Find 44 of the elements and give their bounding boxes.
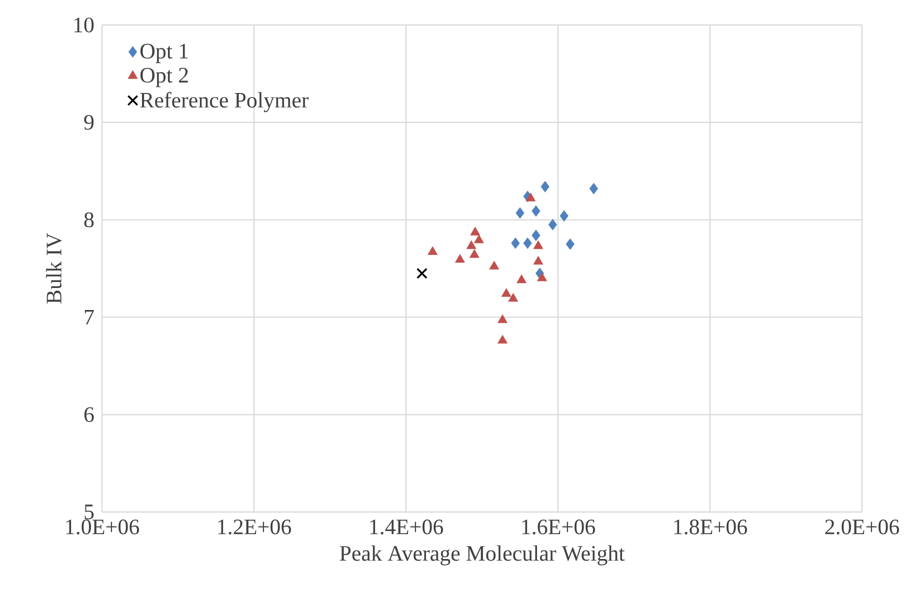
point — [548, 218, 558, 230]
point — [416, 268, 428, 279]
y-tick-label: 10 — [74, 18, 94, 32]
point — [428, 246, 438, 255]
point — [508, 292, 518, 302]
x-tick-label: 1.2E+06 — [218, 520, 292, 534]
x-tick-label: 1.4E+06 — [370, 520, 444, 534]
x-tick-label: 2.0E+06 — [825, 520, 900, 534]
point — [501, 288, 512, 297]
point — [470, 226, 480, 236]
point — [523, 237, 532, 249]
x-tick-label: 1.0E+06 — [66, 520, 140, 534]
point — [589, 182, 598, 194]
x-tick-label: 1.8E+06 — [674, 520, 748, 534]
y-tick-label: 5 — [84, 504, 94, 520]
y-tick-label: 8 — [84, 212, 94, 228]
y-tick-label: 9 — [84, 115, 94, 130]
legend-label: Opt 2 — [140, 68, 188, 88]
legend-label: Reference Polymer — [140, 92, 309, 112]
point — [466, 240, 476, 250]
point — [498, 334, 508, 344]
point — [489, 260, 500, 270]
x-tick-label: 1.6E+06 — [522, 520, 596, 534]
point — [537, 272, 548, 282]
point — [540, 180, 550, 192]
point — [474, 234, 484, 244]
x-axis-title: Peak Average Molecular Weight — [340, 545, 625, 566]
point — [469, 249, 480, 258]
point — [533, 256, 544, 265]
point — [516, 274, 526, 284]
y-tick-label: 7 — [84, 310, 94, 324]
y-tick-label: 6 — [84, 407, 94, 422]
point — [533, 240, 544, 250]
point — [498, 314, 508, 324]
point — [532, 230, 540, 242]
point — [516, 207, 524, 219]
point — [532, 205, 540, 217]
y-axis-title: Bulk IV — [46, 233, 62, 304]
point — [526, 192, 536, 202]
point — [511, 237, 520, 249]
point — [566, 238, 574, 250]
point — [455, 254, 465, 263]
legend-label: Opt 1 — [140, 44, 188, 64]
point — [560, 210, 568, 222]
